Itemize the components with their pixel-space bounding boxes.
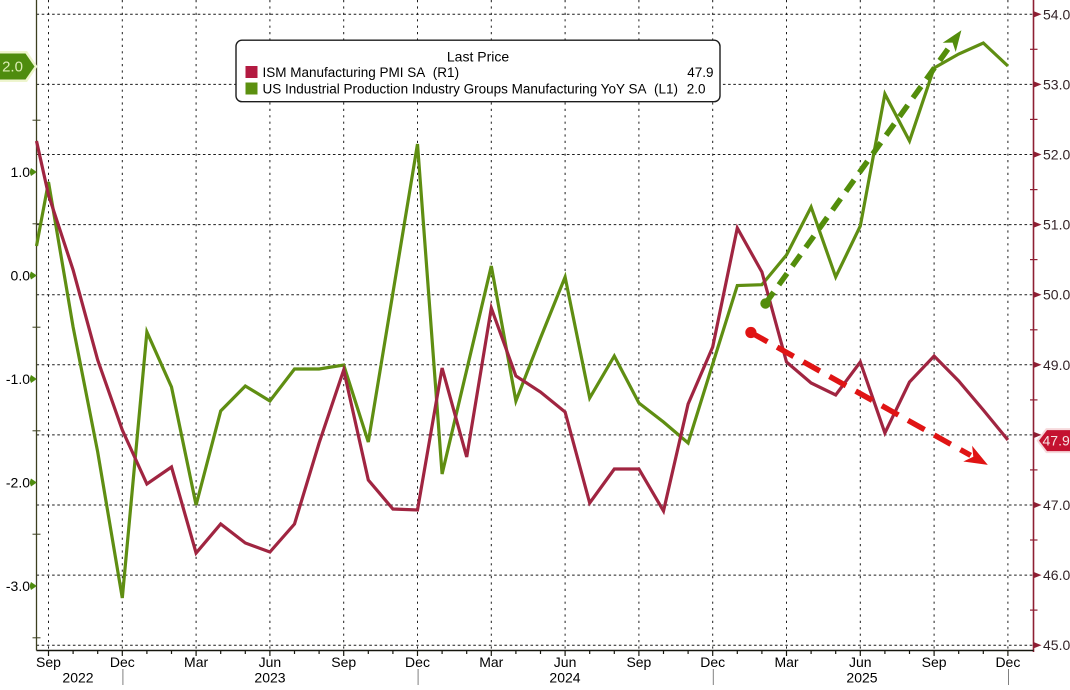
svg-text:47.0: 47.0 xyxy=(1043,497,1070,513)
svg-text:-2.0: -2.0 xyxy=(6,475,30,491)
svg-text:2024: 2024 xyxy=(549,670,580,686)
svg-text:Dec: Dec xyxy=(700,654,725,670)
svg-text:Sep: Sep xyxy=(922,654,947,670)
svg-text:0.0: 0.0 xyxy=(11,268,31,284)
svg-text:US Industrial Production Indus: US Industrial Production Industry Groups… xyxy=(263,82,678,97)
svg-text:Jun: Jun xyxy=(259,654,282,670)
svg-text:-3.0: -3.0 xyxy=(6,578,30,594)
svg-text:54.0: 54.0 xyxy=(1043,6,1070,22)
svg-text:Sep: Sep xyxy=(626,654,651,670)
svg-text:47.9: 47.9 xyxy=(1043,433,1070,449)
svg-text:1.0: 1.0 xyxy=(11,164,31,180)
svg-text:49.0: 49.0 xyxy=(1043,357,1070,373)
svg-text:52.0: 52.0 xyxy=(1043,147,1070,163)
svg-text:Last Price: Last Price xyxy=(447,49,509,65)
svg-text:Dec: Dec xyxy=(110,654,135,670)
svg-text:51.0: 51.0 xyxy=(1043,217,1070,233)
svg-text:2025: 2025 xyxy=(846,670,877,686)
svg-text:Sep: Sep xyxy=(331,654,356,670)
svg-text:53.0: 53.0 xyxy=(1043,76,1070,92)
svg-text:2022: 2022 xyxy=(62,670,93,686)
svg-text:Dec: Dec xyxy=(995,654,1020,670)
svg-text:Mar: Mar xyxy=(479,654,503,670)
svg-text:-1.0: -1.0 xyxy=(6,371,30,387)
svg-text:Jun: Jun xyxy=(554,654,577,670)
svg-text:ISM Manufacturing PMI SA (R1): ISM Manufacturing PMI SA (R1) xyxy=(263,65,460,80)
svg-text:2.0: 2.0 xyxy=(687,82,706,97)
svg-text:45.0: 45.0 xyxy=(1043,637,1070,653)
svg-text:2023: 2023 xyxy=(254,670,285,686)
svg-text:46.0: 46.0 xyxy=(1043,567,1070,583)
svg-text:47.9: 47.9 xyxy=(687,65,713,80)
svg-text:2.0: 2.0 xyxy=(2,59,23,76)
svg-text:50.0: 50.0 xyxy=(1043,287,1070,303)
svg-text:Mar: Mar xyxy=(184,654,208,670)
svg-text:Sep: Sep xyxy=(36,654,61,670)
svg-text:Jun: Jun xyxy=(849,654,872,670)
svg-text:Mar: Mar xyxy=(774,654,798,670)
svg-text:Dec: Dec xyxy=(405,654,430,670)
